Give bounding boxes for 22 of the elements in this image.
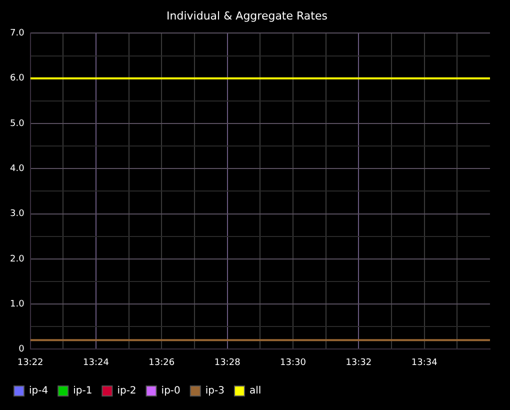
x-tick-label: 13:24 (83, 358, 110, 368)
y-tick-label: 4.0 (10, 164, 25, 174)
y-tick-label: 1.0 (10, 299, 25, 310)
x-tick-label: 13:22 (17, 358, 44, 368)
y-tick-label: 6.0 (10, 74, 25, 84)
y-tick-label: 5.0 (10, 118, 25, 129)
y-tick-label: 3.0 (10, 209, 25, 220)
legend-label: all (249, 386, 262, 397)
legend-label: ip-0 (161, 386, 180, 397)
x-tick-label: 13:26 (148, 358, 175, 368)
y-tick-label: 0 (18, 344, 25, 355)
legend-label: ip-3 (205, 386, 224, 397)
x-tick-label: 13:28 (214, 358, 241, 368)
legend-label: ip-2 (117, 386, 136, 397)
legend-label: ip-1 (73, 386, 92, 397)
x-tick-label: 13:34 (411, 358, 438, 368)
x-tick-label: 13:30 (280, 358, 306, 368)
x-tick-label: 13:32 (346, 358, 372, 368)
legend-label: ip-4 (29, 386, 48, 397)
y-tick-label: 7.0 (10, 28, 25, 39)
chart-title: Individual & Aggregate Rates (166, 9, 328, 22)
y-tick-label: 2.0 (10, 254, 25, 264)
